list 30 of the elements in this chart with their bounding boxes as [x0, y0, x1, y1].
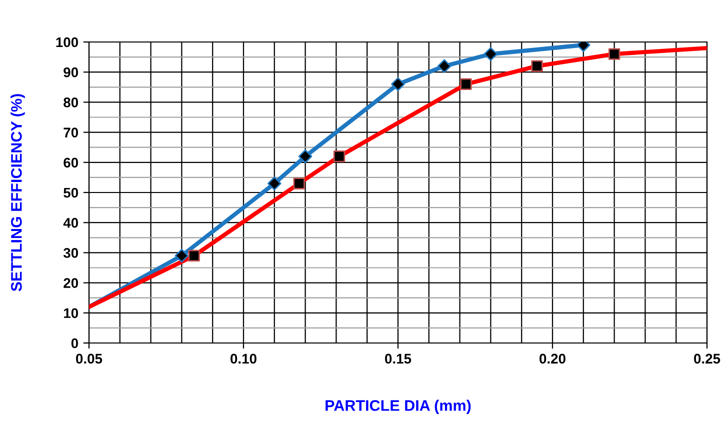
point [437, 59, 452, 73]
point [608, 48, 620, 60]
x-tick-label: 0.05 [76, 354, 102, 364]
y-tick-label: 0 [71, 338, 78, 348]
point [293, 178, 305, 190]
y-axis-title: SETTLING EFFICIENCY (%) [10, 94, 25, 292]
point [460, 78, 472, 90]
y-tick-label: 30 [63, 248, 78, 258]
x-tick-label: 0.15 [385, 354, 412, 364]
point [188, 250, 200, 262]
point [267, 176, 282, 190]
y-tick-label: 10 [64, 308, 78, 318]
x-tick-label: 0.25 [694, 354, 720, 364]
point [531, 60, 543, 72]
x-tick-label: 0.10 [230, 354, 256, 364]
point [391, 77, 405, 92]
y-tick-label: 20 [64, 278, 78, 288]
x-axis-title: PARTICLE DIA (mm) [326, 400, 471, 414]
y-tick-label: 40 [63, 218, 78, 228]
point [333, 150, 346, 162]
y-tick-label: 90 [64, 67, 78, 78]
point [298, 149, 312, 164]
x-tick-label: 0.20 [540, 354, 566, 364]
point [174, 248, 189, 263]
y-tick-label: 80 [64, 98, 78, 108]
y-tick-label: 50 [64, 188, 78, 198]
y-tick-label: 60 [64, 158, 78, 168]
point [484, 47, 498, 61]
y-tick-label: 100 [56, 37, 78, 48]
y-tick-label: 70 [64, 128, 78, 138]
